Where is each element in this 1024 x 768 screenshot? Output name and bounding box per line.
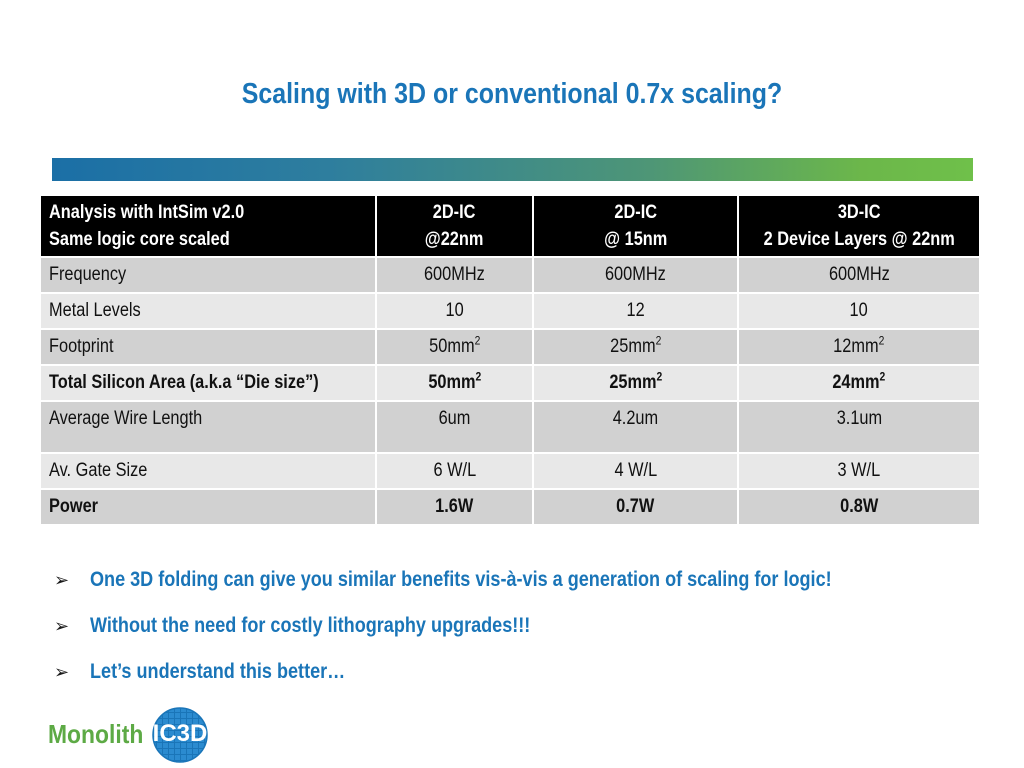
table-row-average-wire-length: Average Wire Length 6um 4.2um 3.1um [39,400,981,454]
list-item: ➢ Without the need for costly lithograph… [54,612,1004,658]
row-label: Frequency [49,264,127,285]
cell-value: 25mm2 [609,333,662,357]
slide-title: Scaling with 3D or conventional 0.7x sca… [241,78,783,110]
table-row-metal-levels: Metal Levels 10 12 10 [39,292,981,330]
cell-value: 0.7W [616,496,655,517]
arrow-bullet-icon: ➢ [54,616,70,636]
table-row-frequency: Frequency 600MHz 600MHz 600MHz [39,256,981,294]
row-label: Average Wire Length [49,408,203,429]
cell-value: 6 W/L [433,460,476,481]
cell-value: 0.8W [839,496,879,517]
cell-value: 25mm2 [609,369,662,393]
header-2d-22nm: 2D-IC @22nm [375,194,534,258]
header-3d-22nm: 3D-IC 2 Device Layers @ 22nm [737,194,981,258]
table-header-row: Analysis with IntSim v2.0 Same logic core… [39,194,981,258]
logo-badge-icon [152,707,208,763]
logo-wordmark: Monolith [48,719,144,749]
header-2d-15nm: 2D-IC @ 15nm [532,194,739,258]
title-divider-bar [52,158,973,181]
cell-value: 10 [849,300,869,321]
cell-value: 4.2um [612,408,659,429]
cell-value: 600MHz [605,264,666,285]
row-label: Total Silicon Area (a.k.a “Die size”) [49,372,319,393]
table-row-total-silicon-area: Total Silicon Area (a.k.a “Die size”) 50… [39,364,981,402]
row-label: Power [49,496,99,517]
cell-value: 24mm2 [832,369,886,393]
table-row-gate-size: Av. Gate Size 6 W/L 4 W/L 3 W/L [39,452,981,490]
row-label: Av. Gate Size [49,460,148,481]
table-row-footprint: Footprint 50mm2 25mm2 12mm2 [39,328,981,366]
cell-value: 12 [626,300,645,321]
list-item: ➢ One 3D folding can give you similar be… [54,566,1004,612]
bullet-list: ➢ One 3D folding can give you similar be… [54,566,1004,704]
list-item: ➢ Let’s understand this better… [54,658,1004,704]
row-label: Footprint [49,336,114,357]
cell-value: 50mm2 [428,369,481,393]
arrow-bullet-icon: ➢ [54,662,70,682]
cell-value: 10 [445,300,464,321]
cell-value: 50mm2 [428,333,481,357]
comparison-table: Analysis with IntSim v2.0 Same logic core… [39,194,981,526]
cell-value: 600MHz [424,264,485,285]
arrow-bullet-icon: ➢ [54,570,70,590]
monolith-ic3d-logo: Monolith IC3D [48,706,218,764]
cell-value: 3.1um [836,408,882,429]
cell-value: 6um [438,408,471,429]
cell-value: 600MHz [828,264,890,285]
table-row-power: Power 1.6W 0.7W 0.8W [39,488,981,526]
logo-badge-text: IC3D [152,720,208,747]
cell-value: 1.6W [435,496,474,517]
cell-value: 4 W/L [614,460,657,481]
cell-value: 12mm2 [833,333,885,357]
row-label: Metal Levels [49,300,141,321]
header-analysis: Analysis with IntSim v2.0 Same logic core… [39,194,377,258]
cell-value: 3 W/L [837,460,881,481]
